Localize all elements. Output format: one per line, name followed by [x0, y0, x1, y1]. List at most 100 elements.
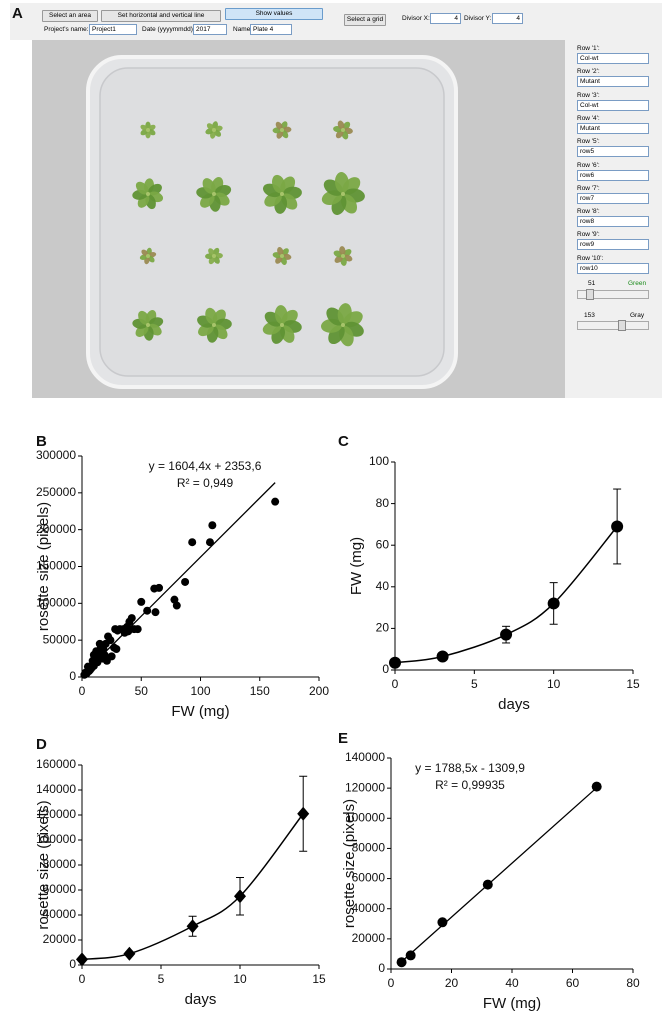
- slider[interactable]: [577, 290, 649, 299]
- y-tick-label: 140000: [345, 750, 385, 764]
- x-tick-label: 100: [190, 684, 210, 698]
- x-tick-label: 150: [250, 684, 270, 698]
- row-label: Row '8':: [577, 208, 600, 216]
- point: [188, 538, 197, 547]
- plant-center: [146, 254, 150, 258]
- y-tick-label: 60000: [352, 871, 386, 885]
- point: [205, 538, 214, 547]
- leaf: [337, 303, 352, 325]
- point: [112, 645, 121, 654]
- plant-center: [212, 323, 216, 327]
- point: [591, 781, 602, 792]
- trendline: [399, 787, 598, 964]
- point: [143, 606, 152, 615]
- row-input[interactable]: row9: [577, 239, 649, 251]
- slider[interactable]: [577, 321, 649, 330]
- y-tick-label: 0: [382, 662, 389, 676]
- marker: [436, 650, 449, 663]
- point: [150, 584, 159, 593]
- button[interactable]: Show values: [225, 8, 323, 20]
- y-tick-label: 300000: [36, 448, 76, 462]
- y-tick-label: 0: [69, 669, 76, 683]
- y-axis-label: FW (mg): [348, 537, 365, 595]
- point: [89, 650, 98, 659]
- marker: [186, 919, 199, 934]
- y-tick-label: 40: [376, 579, 390, 593]
- x-tick-label: 15: [312, 972, 326, 986]
- slider-thumb[interactable]: [618, 320, 626, 331]
- row-label: Row '5':: [577, 138, 600, 146]
- row-input[interactable]: row5: [577, 146, 649, 158]
- point: [80, 670, 89, 679]
- leaf: [202, 178, 216, 194]
- x-tick-label: 5: [471, 677, 478, 691]
- button[interactable]: Select an area: [42, 10, 98, 22]
- x-tick-label: 10: [547, 677, 561, 691]
- y-tick-label: 60: [376, 537, 390, 551]
- input[interactable]: 4: [430, 13, 461, 24]
- x-tick-label: 0: [392, 677, 399, 691]
- row-input[interactable]: row8: [577, 216, 649, 228]
- panel-label: D: [36, 736, 47, 753]
- x-tick-label: 15: [626, 677, 640, 691]
- y-tick-label: 40000: [43, 907, 77, 921]
- row-label: Row '6':: [577, 161, 600, 169]
- row-input[interactable]: Col-wt: [577, 53, 649, 64]
- leaf: [274, 305, 288, 325]
- point: [170, 595, 179, 604]
- label: Divisor X:: [402, 15, 430, 22]
- leaf: [334, 172, 349, 193]
- leaf: [272, 174, 286, 194]
- y-tick-label: 100000: [36, 832, 76, 846]
- x-tick-label: 200: [309, 684, 329, 698]
- marker: [297, 806, 310, 821]
- slider-thumb[interactable]: [586, 289, 594, 300]
- button[interactable]: Set horizontal and vertical line: [101, 10, 221, 22]
- leaf: [334, 255, 344, 263]
- slider-value: 51: [588, 280, 596, 287]
- x-tick-label: 0: [79, 972, 86, 986]
- row-input[interactable]: Col-wt: [577, 99, 649, 111]
- y-tick-label: 60000: [43, 882, 77, 896]
- x-axis-label: days: [185, 991, 217, 1008]
- plant-center: [280, 254, 284, 258]
- leaf: [205, 307, 218, 325]
- y-tick-label: 50000: [43, 632, 77, 646]
- row-label: Row '4':: [577, 114, 600, 122]
- plant-center: [280, 192, 284, 196]
- row-input[interactable]: row7: [577, 192, 649, 204]
- slider-label: Gray: [630, 312, 645, 319]
- plant-center: [212, 254, 216, 258]
- point: [396, 957, 407, 968]
- button[interactable]: Select a grid: [344, 14, 386, 26]
- x-axis-label: FW (mg): [171, 703, 229, 720]
- input[interactable]: 4: [492, 13, 523, 24]
- row-label: Row '3':: [577, 91, 600, 99]
- leaf: [141, 249, 149, 257]
- point: [102, 656, 111, 665]
- row-input[interactable]: row6: [577, 169, 649, 181]
- x-tick-label: 50: [135, 684, 149, 698]
- annotation: y = 1604,4x + 2353,6: [149, 459, 262, 473]
- row-input[interactable]: Mutant: [577, 122, 649, 134]
- point: [181, 577, 190, 586]
- y-tick-label: 80000: [352, 841, 386, 855]
- input[interactable]: Project1: [89, 24, 137, 35]
- annotation: R² = 0,99935: [435, 778, 505, 792]
- point: [95, 639, 104, 648]
- row-input[interactable]: Mutant: [577, 76, 649, 88]
- y-tick-label: 80: [376, 496, 390, 510]
- panel-label: C: [338, 433, 349, 450]
- row-label: Row '2':: [577, 68, 600, 76]
- input[interactable]: 2017: [193, 24, 227, 35]
- row-input[interactable]: row10: [577, 262, 649, 274]
- x-tick-label: 5: [158, 972, 165, 986]
- point: [151, 608, 160, 617]
- marker: [123, 946, 136, 961]
- input[interactable]: Plate 4: [250, 24, 292, 35]
- leaf: [140, 124, 148, 131]
- y-tick-label: 160000: [36, 757, 76, 771]
- y-tick-label: 250000: [36, 485, 76, 499]
